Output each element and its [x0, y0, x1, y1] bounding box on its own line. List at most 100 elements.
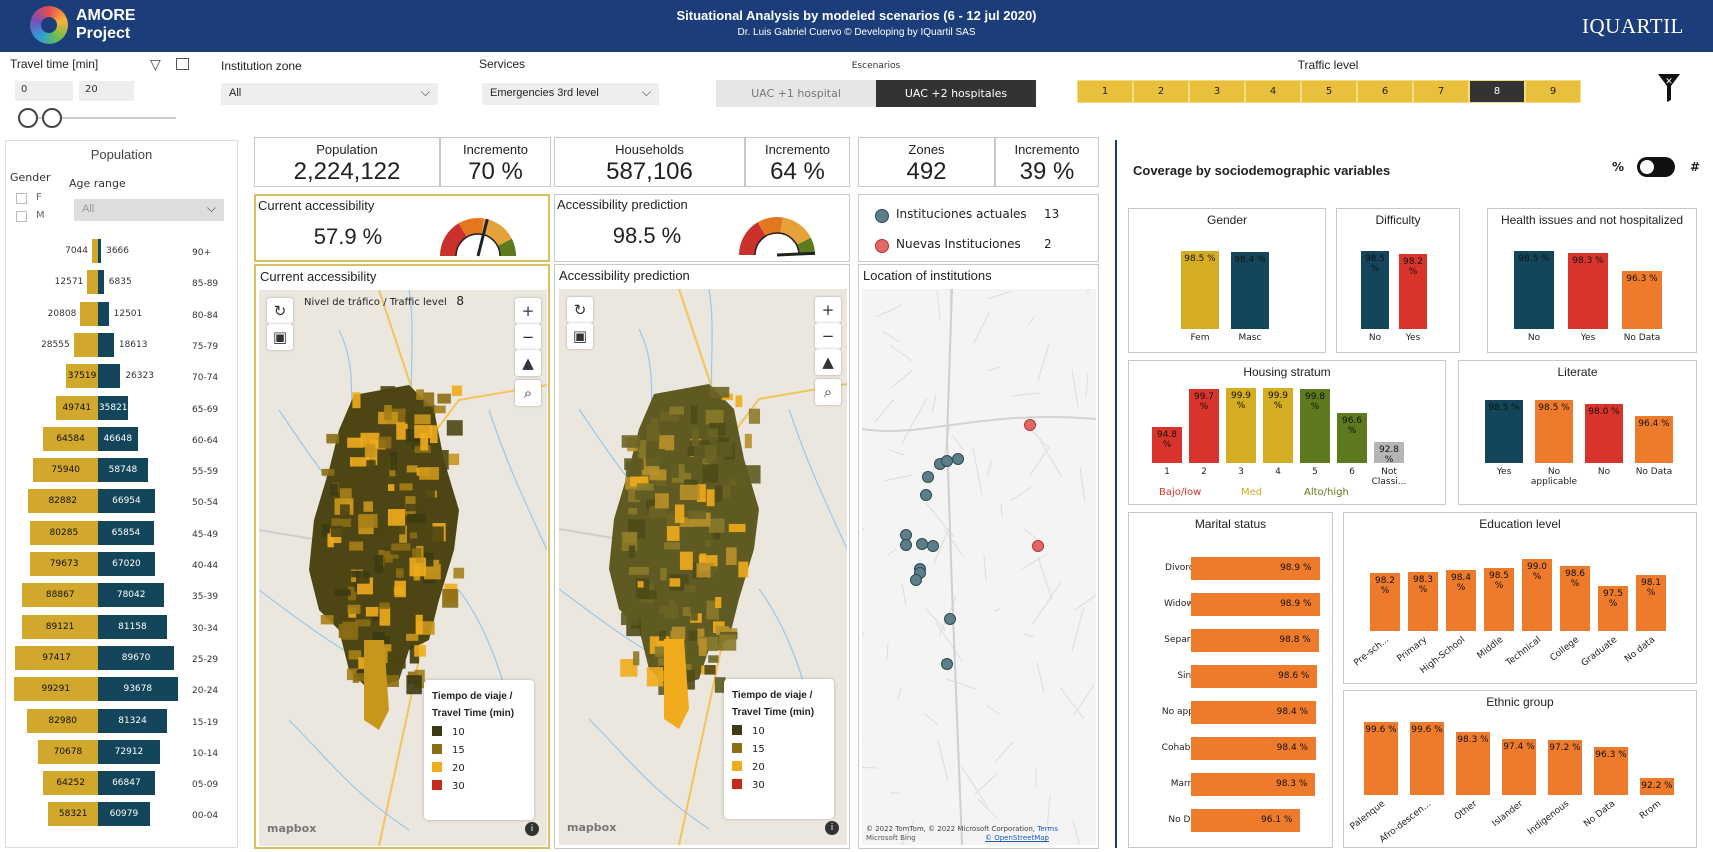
difficulty-bar[interactable]: 98.2 %: [1399, 253, 1427, 329]
pyramid-male-bar[interactable]: [98, 270, 104, 295]
pyramid-female-bar[interactable]: 64584: [43, 426, 98, 451]
pyramid-male-bar[interactable]: 66954: [98, 489, 155, 514]
institutions-location-map[interactable]: © 2022 TomTom, © 2022 Microsoft Corporat…: [862, 289, 1096, 845]
marital-bar[interactable]: 98.4 %: [1191, 737, 1317, 760]
pyramid-male-bar[interactable]: [98, 239, 102, 263]
pyramid-male-bar[interactable]: 78042: [98, 583, 165, 608]
pyramid-female-bar[interactable]: 88867: [22, 583, 98, 608]
reset-rotation-icon[interactable]: ↻: [567, 297, 593, 323]
traffic-level-7-button[interactable]: 7: [1413, 80, 1469, 103]
ethnic-bar[interactable]: 99.6 %: [1364, 722, 1398, 795]
traffic-level-4-button[interactable]: 4: [1245, 80, 1301, 103]
pyramid-male-bar[interactable]: 65854: [98, 520, 154, 545]
travel-max-input[interactable]: 20: [79, 81, 134, 101]
literate-bar[interactable]: 98.5 %: [1535, 400, 1573, 463]
education-bar[interactable]: 98.4 %: [1446, 569, 1476, 631]
marital-bar[interactable]: 98.3 %: [1191, 773, 1316, 796]
slider-track[interactable]: [18, 117, 176, 119]
slider-min-handle[interactable]: [18, 108, 38, 128]
literate-bar[interactable]: 96.4 %: [1635, 415, 1673, 463]
education-bar[interactable]: 98.1 %: [1636, 575, 1666, 631]
pyramid-male-bar[interactable]: 72912: [98, 739, 160, 764]
ethnic-bar[interactable]: 97.4 %: [1502, 738, 1536, 795]
marital-bar[interactable]: 98.9 %: [1191, 593, 1320, 616]
scenario-1-button[interactable]: UAC +1 hospital: [716, 80, 876, 107]
education-bar[interactable]: 98.5 %: [1484, 568, 1514, 631]
zoom-out-icon[interactable]: −: [515, 324, 541, 350]
ethnic-bar[interactable]: 99.6 %: [1410, 722, 1444, 795]
pyramid-female-bar[interactable]: 58321: [48, 802, 98, 827]
travel-min-input[interactable]: 0: [15, 81, 73, 101]
pyramid-female-bar[interactable]: 99291: [13, 677, 98, 702]
gender-bar[interactable]: 98.4 %: [1231, 251, 1269, 329]
slider-max-handle[interactable]: [42, 108, 62, 128]
housing-bar[interactable]: 92.8 %: [1374, 441, 1404, 465]
pyramid-female-bar[interactable]: 80285: [29, 520, 98, 545]
zoom-out-icon[interactable]: −: [815, 323, 841, 349]
info-icon[interactable]: i: [825, 821, 839, 835]
health-bar[interactable]: 96.3 %: [1622, 271, 1662, 329]
literate-bar[interactable]: 98.0 %: [1585, 403, 1623, 463]
pyramid-female-bar[interactable]: 70678: [37, 739, 98, 764]
ethnic-bar[interactable]: 96.3 %: [1594, 747, 1628, 795]
age-range-dropdown[interactable]: All ⌵: [74, 199, 224, 221]
services-dropdown[interactable]: Emergencies 3rd level ⌵: [482, 83, 659, 105]
pyramid-female-bar[interactable]: 97417: [15, 645, 98, 670]
expand-icon[interactable]: [176, 58, 189, 70]
osm-link[interactable]: © OpenStreetMap: [985, 834, 1049, 842]
pyramid-female-bar[interactable]: [87, 270, 98, 295]
traffic-level-1-button[interactable]: 1: [1077, 80, 1133, 103]
housing-bar[interactable]: 96.6 %: [1337, 412, 1367, 463]
pyramid-male-bar[interactable]: 67020: [98, 552, 155, 576]
prediction-accessibility-map[interactable]: ↻ ▣ + − ▲ ⌕ Tiempo de viaje / Travel Tim…: [559, 289, 847, 845]
education-bar[interactable]: 97.5 %: [1598, 586, 1628, 631]
gender-bar[interactable]: 98.5 %: [1181, 250, 1219, 329]
traffic-level-8-button[interactable]: 8: [1469, 80, 1525, 103]
pyramid-male-bar[interactable]: 93678: [98, 677, 178, 702]
marital-bar[interactable]: 98.9 %: [1191, 557, 1320, 580]
housing-bar[interactable]: 99.8 %: [1300, 388, 1330, 463]
select-area-icon[interactable]: ▣: [567, 323, 593, 349]
pyramid-male-bar[interactable]: 46648: [98, 426, 138, 451]
zoom-in-icon[interactable]: +: [515, 298, 541, 324]
marital-bar[interactable]: 98.8 %: [1191, 629, 1319, 652]
search-icon[interactable]: ⌕: [815, 379, 841, 405]
current-accessibility-card[interactable]: Current accessibility 57.9 %: [254, 194, 550, 262]
filter-icon[interactable]: ▽: [150, 57, 161, 73]
pyramid-female-bar[interactable]: 75940: [33, 458, 98, 483]
compass-icon[interactable]: ▲: [815, 349, 841, 375]
pyramid-female-bar[interactable]: 49741: [55, 395, 98, 420]
education-bar[interactable]: 98.6 %: [1560, 566, 1590, 631]
pyramid-female-bar[interactable]: [92, 239, 98, 263]
education-bar[interactable]: 98.3 %: [1408, 571, 1438, 631]
traffic-level-3-button[interactable]: 3: [1189, 80, 1245, 103]
reset-rotation-icon[interactable]: ↻: [267, 298, 293, 324]
marital-bar[interactable]: 98.6 %: [1191, 665, 1318, 688]
current-accessibility-map[interactable]: Nivel de tráfico / Traffic level 8 ↻ ▣ +…: [259, 290, 547, 846]
traffic-level-6-button[interactable]: 6: [1357, 80, 1413, 103]
marital-bar[interactable]: 98.4 %: [1191, 701, 1317, 724]
traffic-level-2-button[interactable]: 2: [1133, 80, 1189, 103]
health-bar[interactable]: 98.3 %: [1568, 252, 1608, 329]
pyramid-female-bar[interactable]: 64252: [43, 771, 98, 796]
gender-m-checkbox[interactable]: [16, 211, 27, 222]
housing-bar[interactable]: 99.9 %: [1263, 387, 1293, 463]
pyramid-female-bar[interactable]: [73, 332, 98, 357]
pyramid-male-bar[interactable]: 58748: [98, 458, 148, 483]
housing-bar[interactable]: 99.7 %: [1189, 389, 1219, 463]
pyramid-male-bar[interactable]: [98, 301, 109, 326]
pyramid-male-bar[interactable]: 89670: [98, 645, 175, 670]
education-bar[interactable]: 98.2 %: [1370, 573, 1400, 631]
education-bar[interactable]: 99.0 %: [1522, 559, 1552, 631]
difficulty-bar[interactable]: 98.5 %: [1361, 250, 1389, 329]
ethnic-bar[interactable]: 92.2 %: [1640, 778, 1674, 795]
pyramid-female-bar[interactable]: 82882: [27, 489, 98, 514]
clear-filters-icon[interactable]: ✕: [1656, 72, 1682, 104]
marital-bar[interactable]: 96.1 %: [1191, 809, 1301, 832]
housing-bar[interactable]: 99.9 %: [1226, 387, 1256, 463]
info-icon[interactable]: i: [525, 822, 539, 836]
pyramid-male-bar[interactable]: 81324: [98, 708, 168, 733]
terms-link[interactable]: Terms: [1037, 825, 1058, 833]
pyramid-female-bar[interactable]: 82980: [27, 708, 98, 733]
pyramid-female-bar[interactable]: 37519: [66, 364, 98, 389]
